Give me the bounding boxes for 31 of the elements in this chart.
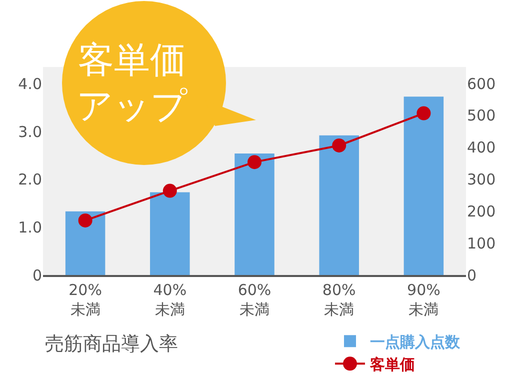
y2-tick-label: 600 (467, 74, 496, 93)
y2-tick-label: 0 (467, 266, 477, 284)
y-tick-label: 4.0 (18, 74, 42, 93)
bar (234, 154, 274, 275)
x-axis-title: 売筋商品導入率 (45, 333, 178, 355)
point (332, 138, 346, 152)
point (162, 184, 177, 198)
y2-tick-label: 100 (467, 234, 496, 252)
x-tick-label: 20% 未満 (68, 281, 102, 318)
bar (404, 96, 444, 275)
y2-tick-label: 200 (467, 202, 496, 220)
y-tick-label: 2.0 (18, 170, 42, 189)
y-tick-label: 3.0 (18, 122, 42, 141)
x-tick-label: 80% 未満 (322, 281, 356, 318)
x-tick-label: 60% 未満 (238, 281, 272, 318)
bar (65, 211, 106, 275)
y2-tick-label: 400 (467, 138, 496, 157)
legend-label: 客単価 (369, 356, 415, 374)
x-tick-label: 90% 未満 (407, 281, 440, 318)
point (78, 213, 92, 228)
bar (150, 192, 190, 275)
y-tick-label: 1.0 (18, 218, 42, 236)
annotation: 客単価アップ (76, 39, 188, 129)
y-tick-label: 0 (32, 266, 42, 284)
bar (319, 135, 359, 275)
y2-tick-label: 300 (467, 170, 496, 189)
y2-tick-label: 500 (467, 106, 496, 125)
legend-label: 一点購入点数 (370, 333, 461, 352)
point (248, 155, 262, 170)
point (416, 106, 431, 120)
x-tick-label: 40% 未満 (153, 281, 187, 318)
